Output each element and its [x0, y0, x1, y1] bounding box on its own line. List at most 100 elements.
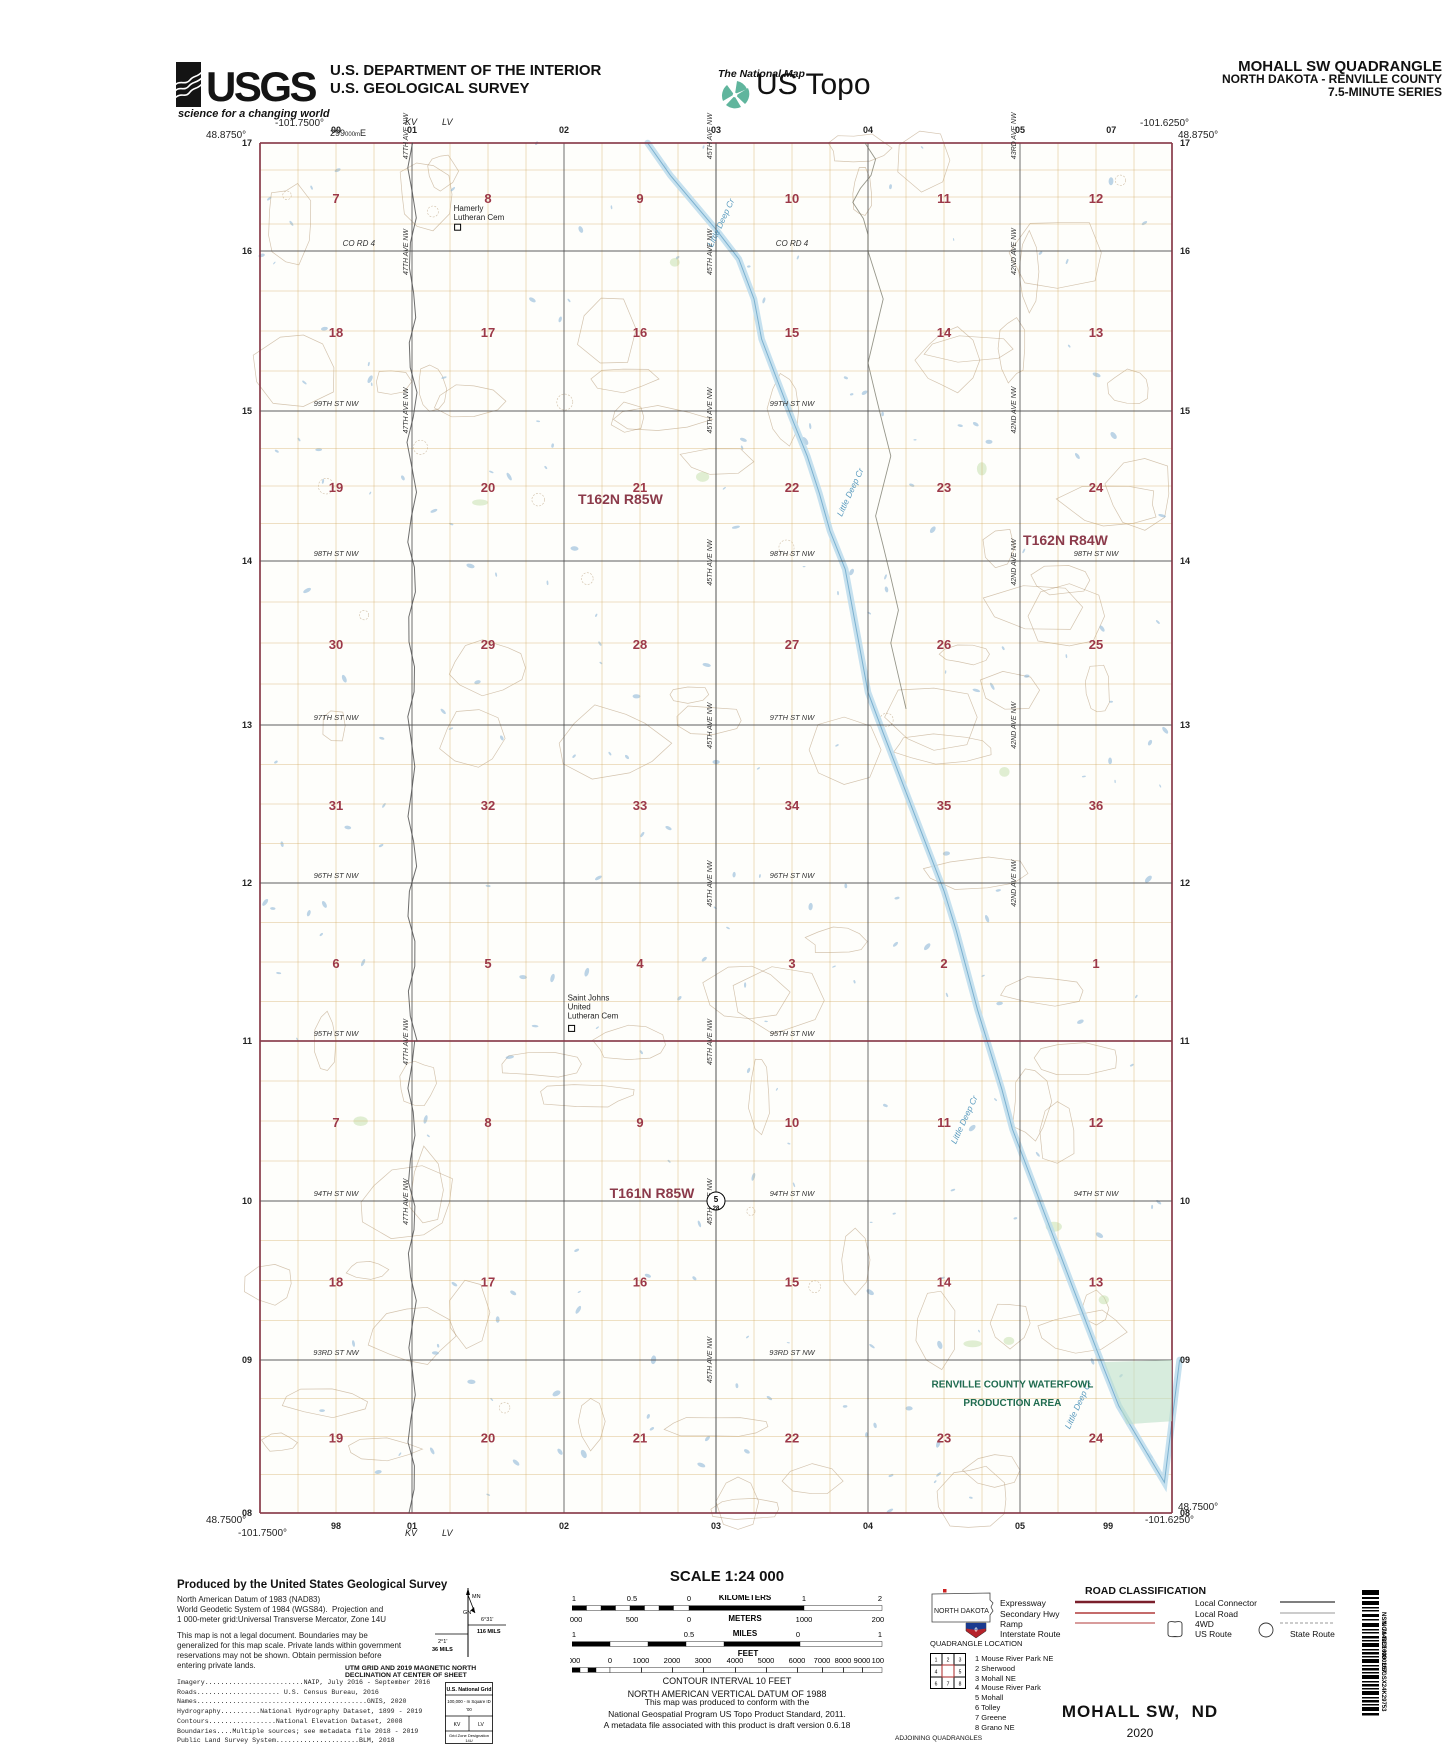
svg-text:42ND AVE NW: 42ND AVE NW [1011, 700, 1018, 748]
svg-text:34: 34 [785, 798, 800, 813]
svg-text:LV: LV [478, 1722, 484, 1728]
svg-text:24: 24 [1089, 480, 1104, 495]
svg-text:0.5: 0.5 [627, 1595, 637, 1603]
svg-text:0: 0 [796, 1630, 800, 1639]
svg-text:7: 7 [947, 1682, 950, 1688]
svg-text:MILES: MILES [733, 1629, 758, 1638]
svg-text:METERS: METERS [728, 1614, 762, 1623]
svg-text:14: 14 [937, 325, 952, 340]
svg-text:42ND AVE NW: 42ND AVE NW [1011, 385, 1018, 433]
svg-text:99TH ST NW: 99TH ST NW [770, 399, 816, 408]
svg-text:2: 2 [878, 1595, 882, 1603]
svg-text:45TH AVE NW: 45TH AVE NW [707, 1018, 714, 1065]
svg-text:36: 36 [1089, 798, 1103, 813]
svg-text:98TH ST NW: 98TH ST NW [314, 549, 360, 558]
svg-text:0: 0 [608, 1656, 612, 1665]
svg-text:6: 6 [935, 1682, 938, 1688]
svg-text:28: 28 [633, 637, 647, 652]
svg-text:96TH ST NW: 96TH ST NW [314, 871, 360, 880]
svg-text:17: 17 [242, 138, 252, 148]
svg-text:45TH AVE NW: 45TH AVE NW [707, 112, 714, 159]
svg-text:04: 04 [863, 1521, 873, 1531]
svg-text:94TH ST NW: 94TH ST NW [770, 1189, 816, 1198]
svg-text:10: 10 [785, 191, 799, 206]
svg-text:12: 12 [242, 878, 252, 888]
svg-text:4: 4 [935, 1670, 938, 1676]
svg-text:10: 10 [242, 1196, 252, 1206]
svg-text:15: 15 [785, 325, 799, 340]
svg-text:9: 9 [636, 1115, 643, 1130]
svg-text:Lutheran Cem: Lutheran Cem [454, 213, 505, 222]
svg-text:03: 03 [711, 125, 721, 135]
svg-text:4: 4 [636, 956, 644, 971]
svg-text:45TH AVE NW: 45TH AVE NW [707, 538, 714, 585]
svg-text:NGA REF NO. USGSX24K29753: NGA REF NO. USGSX24K29753 [1380, 1622, 1386, 1712]
svg-text:8000: 8000 [835, 1656, 852, 1665]
svg-text:CO RD 4: CO RD 4 [776, 239, 809, 248]
svg-text:98: 98 [331, 1521, 341, 1531]
svg-text:0: 0 [687, 1595, 691, 1603]
svg-text:116 MILS: 116 MILS [477, 1629, 501, 1635]
svg-text:31: 31 [329, 798, 343, 813]
svg-text:47TH AVE NW: 47TH AVE NW [403, 1018, 410, 1065]
svg-text:KV: KV [454, 1722, 461, 1728]
svg-text:3000: 3000 [695, 1656, 712, 1665]
svg-text:33: 33 [633, 798, 647, 813]
svg-text:1: 1 [572, 1595, 576, 1603]
svg-text:27: 27 [785, 637, 799, 652]
svg-text:5: 5 [714, 1195, 719, 1204]
svg-text:01: 01 [407, 1521, 417, 1531]
svg-text:10000: 10000 [872, 1656, 884, 1665]
svg-text:45TH AVE NW: 45TH AVE NW [707, 1336, 714, 1383]
svg-text:15: 15 [1180, 406, 1190, 416]
svg-text:0.5: 0.5 [684, 1630, 694, 1639]
svg-text:100,000 - m Square ID: 100,000 - m Square ID [447, 1699, 490, 1704]
svg-text:6°31': 6°31' [481, 1617, 493, 1623]
svg-text:10: 10 [785, 1115, 799, 1130]
svg-text:0: 0 [687, 1615, 691, 1624]
svg-text:2°1': 2°1' [438, 1639, 447, 1645]
svg-text:'00: '00 [466, 1707, 472, 1712]
svg-text:5: 5 [959, 1670, 962, 1676]
svg-text:2: 2 [940, 956, 947, 971]
svg-text:T161N R85W: T161N R85W [610, 1185, 696, 1201]
svg-text:22: 22 [785, 1431, 799, 1446]
svg-text:7: 7 [332, 1115, 339, 1130]
svg-text:5: 5 [484, 956, 491, 971]
svg-text:23: 23 [937, 480, 951, 495]
svg-text:95TH ST NW: 95TH ST NW [770, 1029, 816, 1038]
svg-text:98TH ST NW: 98TH ST NW [1074, 549, 1120, 558]
svg-text:15: 15 [785, 1275, 799, 1290]
svg-text:17: 17 [481, 1275, 495, 1290]
svg-text:18: 18 [329, 325, 343, 340]
svg-text:1: 1 [878, 1630, 882, 1639]
svg-text:20: 20 [481, 480, 495, 495]
svg-text:0: 0 [974, 1628, 977, 1634]
svg-text:500: 500 [626, 1615, 639, 1624]
svg-text:11: 11 [242, 1036, 252, 1046]
svg-text:26: 26 [937, 637, 951, 652]
svg-text:2000: 2000 [872, 1615, 884, 1624]
svg-text:1: 1 [935, 1658, 938, 1664]
svg-text:95TH ST NW: 95TH ST NW [314, 1029, 360, 1038]
svg-text:12: 12 [1089, 1115, 1103, 1130]
svg-text:17: 17 [1180, 138, 1190, 148]
svg-text:19: 19 [329, 1431, 343, 1446]
svg-text:45TH AVE NW: 45TH AVE NW [707, 386, 714, 433]
svg-text:32: 32 [481, 798, 495, 813]
svg-text:1: 1 [572, 1630, 576, 1639]
svg-text:30: 30 [329, 637, 343, 652]
svg-text:8: 8 [484, 1115, 491, 1130]
svg-text:23: 23 [937, 1431, 951, 1446]
svg-text:9: 9 [636, 191, 643, 206]
svg-text:02: 02 [559, 125, 569, 135]
svg-text:36 MILS: 36 MILS [432, 1647, 453, 1653]
svg-text:28: 28 [713, 1206, 720, 1212]
svg-text:6000: 6000 [789, 1656, 806, 1665]
svg-text:07: 07 [1106, 125, 1116, 135]
svg-text:97TH ST NW: 97TH ST NW [770, 713, 816, 722]
svg-text:29: 29 [481, 637, 495, 652]
svg-text:12: 12 [1089, 191, 1103, 206]
svg-text:99TH ST NW: 99TH ST NW [314, 399, 360, 408]
svg-text:8: 8 [484, 191, 491, 206]
